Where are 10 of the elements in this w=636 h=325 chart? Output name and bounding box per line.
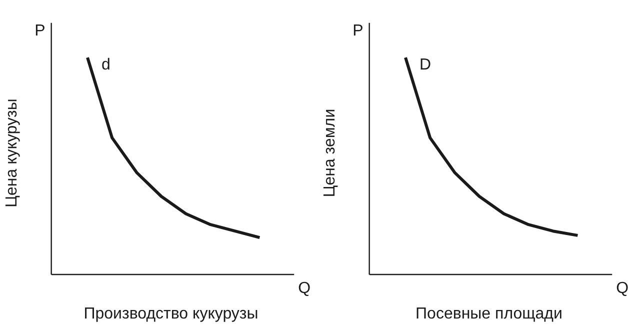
text: Q — [616, 280, 629, 297]
x-axis-title: Производство кукурузы — [84, 306, 258, 322]
series-label: D — [419, 56, 432, 74]
x-axis-title: Посевные площади — [416, 306, 562, 322]
text: P — [34, 22, 46, 40]
series-label: d — [101, 56, 110, 74]
text: P — [352, 22, 364, 40]
y-axis-title: Цена кукурузы — [4, 98, 20, 208]
y-axis-title: Цена земли — [322, 108, 338, 198]
text: Q — [298, 280, 311, 297]
